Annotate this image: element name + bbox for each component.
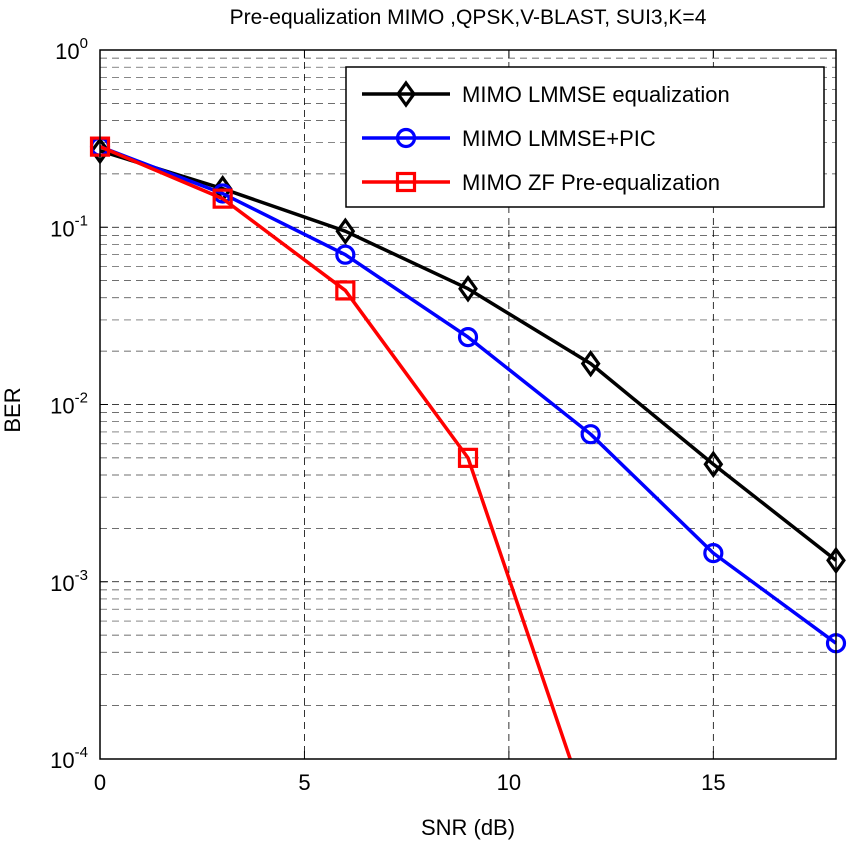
series-line — [99, 145, 572, 760]
plot-frame — [99, 49, 837, 760]
y-tick-label: 10-3 — [50, 567, 88, 596]
grid-lines — [100, 50, 836, 759]
data-point — [335, 217, 356, 245]
legend-entry: MIMO LMMSE equalization — [462, 82, 730, 107]
data-point — [335, 280, 356, 301]
data-point — [580, 424, 601, 445]
data-point — [212, 188, 233, 209]
series-2 — [89, 136, 847, 654]
legend: MIMO LMMSE equalization MIMO LMMSE+PIC MIM… — [345, 66, 825, 208]
legend-marker — [396, 80, 416, 108]
data-point — [335, 244, 356, 265]
data-point — [457, 447, 479, 468]
legend-entry: MIMO ZF Pre-equalization — [462, 170, 720, 195]
series-3 — [89, 136, 572, 760]
y-tick-label: 10-4 — [50, 744, 88, 773]
chart-title: Pre-equalization MIMO ,QPSK,V-BLAST, SUI… — [230, 6, 707, 29]
data-point — [703, 450, 724, 479]
data-point — [458, 274, 478, 303]
series-line — [99, 149, 838, 562]
x-tick-label: 0 — [94, 770, 106, 795]
x-axis-label: SNR (dB) — [421, 815, 515, 840]
x-tick-label: 5 — [298, 770, 310, 795]
x-tick-label: 15 — [701, 770, 725, 795]
series-group — [89, 136, 847, 760]
y-tick-label: 100 — [55, 35, 88, 64]
y-tick-label: 10-1 — [50, 212, 88, 241]
y-axis-label: BER — [0, 387, 25, 432]
data-point — [580, 349, 601, 378]
legend-marker — [395, 127, 417, 149]
data-point — [703, 543, 724, 564]
axis-ticks: 0 5 10 15 100 10-1 10-2 10-3 10-4 — [50, 35, 836, 795]
legend-marker — [395, 171, 417, 193]
y-tick-label: 10-2 — [50, 390, 88, 419]
data-point — [457, 327, 479, 348]
legend-entry: MIMO LMMSE+PIC — [462, 126, 656, 151]
series-line — [99, 144, 838, 645]
x-tick-label: 10 — [497, 770, 521, 795]
